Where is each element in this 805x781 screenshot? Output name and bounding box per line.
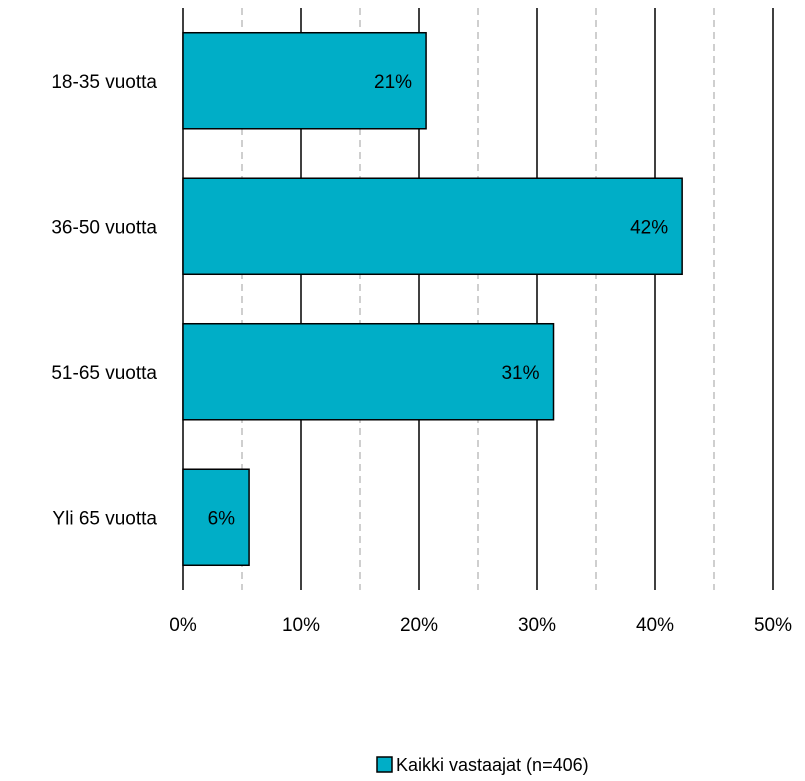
- data-label: 42%: [630, 217, 668, 238]
- bar: [182, 177, 683, 276]
- category-label: 18-35 vuotta: [51, 72, 157, 93]
- x-tick-label: 30%: [518, 615, 556, 636]
- category-labels: 18-35 vuotta 36-50 vuotta 51-65 vuotta Yli …: [51, 72, 157, 530]
- category-label: Yli 65 vuotta: [52, 508, 157, 529]
- data-label: 21%: [374, 72, 412, 93]
- data-label: 6%: [208, 508, 236, 529]
- legend-label: Kaikki vastaajat (n=406): [396, 755, 589, 775]
- bar: [182, 468, 250, 567]
- x-tick-label: 40%: [636, 615, 674, 636]
- x-tick-label: 0%: [169, 615, 197, 636]
- x-tick-label: 50%: [754, 615, 792, 636]
- x-tick-label: 10%: [282, 615, 320, 636]
- category-label: 36-50 vuotta: [51, 217, 157, 238]
- category-label: 51-65 vuotta: [51, 363, 157, 384]
- bar: [182, 31, 427, 130]
- x-tick-label: 20%: [400, 615, 438, 636]
- bars: 21% 42% 31% 6%: [182, 31, 683, 567]
- legend-swatch: [376, 756, 393, 773]
- legend: Kaikki vastaajat (n=406): [376, 755, 589, 775]
- data-label: 31%: [501, 363, 539, 384]
- x-tick-labels: 0% 10% 20% 30% 40% 50%: [169, 615, 792, 636]
- bar: [182, 322, 555, 421]
